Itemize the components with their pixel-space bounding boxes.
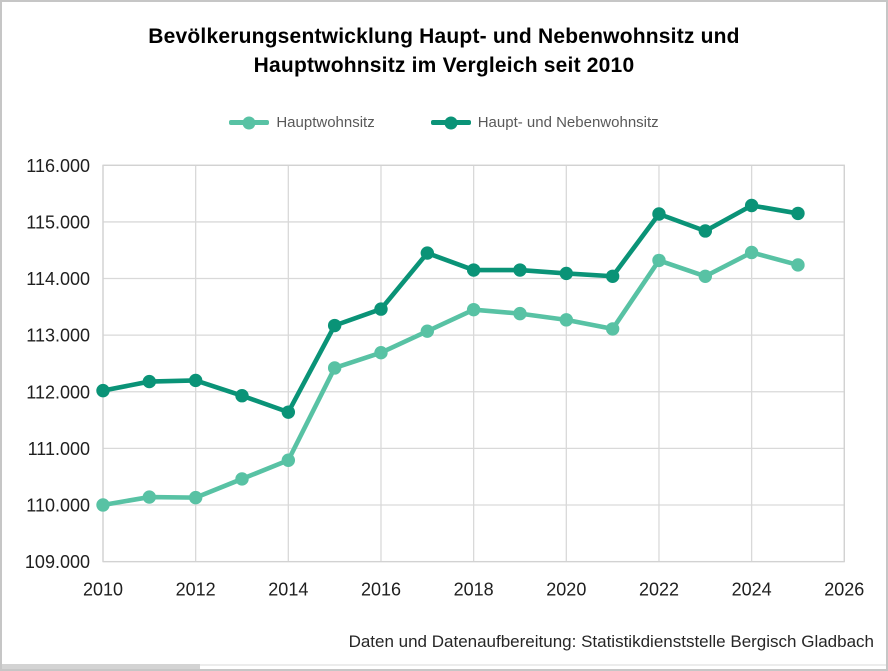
data-point-hauptwohnsitz-2014	[281, 453, 296, 467]
data-point-haupt-und-nebenwohnsitz-2018	[466, 263, 481, 277]
x-axis-tick-label: 2018	[454, 580, 494, 600]
y-axis-tick-label: 114.000	[26, 269, 90, 289]
data-point-haupt-und-nebenwohnsitz-2023	[698, 224, 713, 238]
legend-label-haupt-und-nebenwohnsitz: Haupt- und Nebenwohnsitz	[477, 114, 659, 131]
legend: Hauptwohnsitz Haupt- und Nebenwohnsitz	[2, 114, 886, 131]
data-point-haupt-und-nebenwohnsitz-2019	[513, 263, 527, 277]
data-point-haupt-und-nebenwohnsitz-2022	[652, 207, 666, 221]
x-axis-tick-label: 2022	[639, 580, 679, 600]
data-point-haupt-und-nebenwohnsitz-2013	[235, 389, 249, 403]
data-point-hauptwohnsitz-2012	[188, 490, 203, 505]
data-point-hauptwohnsitz-2025	[791, 258, 805, 272]
data-point-haupt-und-nebenwohnsitz-2021	[605, 269, 620, 283]
data-point-hauptwohnsitz-2021	[605, 322, 620, 336]
data-point-haupt-und-nebenwohnsitz-2011	[142, 374, 157, 389]
x-axis-tick-label: 2010	[83, 580, 123, 600]
x-axis-tick-label: 2026	[824, 580, 864, 600]
y-axis-tick-label: 110.000	[26, 495, 90, 515]
bottom-edge-line	[200, 664, 886, 666]
data-point-haupt-und-nebenwohnsitz-2025	[791, 206, 805, 221]
data-point-haupt-und-nebenwohnsitz-2024	[744, 198, 759, 213]
y-axis-tick-label: 116.000	[26, 156, 90, 176]
series-line-hauptwohnsitz	[100, 250, 801, 508]
bottom-edge-scroll-artifact	[2, 664, 200, 669]
y-axis-tick-label: 109.000	[25, 552, 90, 572]
chart-canvas: 109.000 110.000 111.000 112.000 113.000 114.0…	[25, 156, 864, 600]
legend-item-hauptwohnsitz: Hauptwohnsitz	[229, 114, 375, 131]
legend-marker-haupt-und-nebenwohnsitz-icon	[430, 116, 471, 129]
data-point-haupt-und-nebenwohnsitz-2017	[420, 246, 435, 260]
x-axis-tick-label: 2014	[268, 580, 308, 600]
data-point-hauptwohnsitz-2015	[327, 361, 342, 375]
y-axis-tick-label: 115.000	[26, 212, 90, 232]
y-axis-tick-label: 113.000	[26, 326, 90, 346]
x-axis-tick-label: 2016	[361, 580, 401, 600]
footer-credit: Daten und Datenaufbereitung: Statistikdi…	[348, 632, 874, 651]
plot-border	[102, 164, 845, 563]
chart-title-line1: Bevölkerungsentwicklung Haupt- und Neben…	[148, 25, 740, 48]
legend-marker-hauptwohnsitz-icon	[229, 116, 270, 129]
legend-label-hauptwohnsitz: Hauptwohnsitz	[276, 114, 375, 131]
series-line-haupt-und-nebenwohnsitz	[100, 203, 801, 415]
legend-item-haupt-und-nebenwohnsitz: Haupt- und Nebenwohnsitz	[430, 114, 659, 131]
chart-title: Bevölkerungsentwicklung Haupt- und Neben…	[2, 22, 886, 80]
data-point-hauptwohnsitz-2010	[96, 498, 110, 512]
data-point-hauptwohnsitz-2022	[652, 253, 666, 268]
x-axis-tick-label: 2024	[732, 580, 772, 600]
data-point-hauptwohnsitz-2023	[698, 269, 713, 283]
y-axis-tick-label: 112.000	[26, 382, 90, 402]
data-point-hauptwohnsitz-2017	[420, 324, 435, 338]
data-point-hauptwohnsitz-2016	[374, 345, 388, 360]
chart-title-line2: Hauptwohnsitz im Vergleich seit 2010	[253, 54, 635, 77]
data-point-hauptwohnsitz-2013	[235, 472, 249, 486]
data-point-hauptwohnsitz-2020	[559, 313, 574, 327]
data-point-hauptwohnsitz-2024	[744, 245, 759, 260]
x-axis-tick-label: 2012	[176, 580, 216, 600]
data-point-haupt-und-nebenwohnsitz-2016	[374, 302, 388, 316]
data-point-hauptwohnsitz-2019	[513, 306, 527, 321]
data-point-haupt-und-nebenwohnsitz-2010	[96, 383, 110, 398]
data-point-haupt-und-nebenwohnsitz-2015	[327, 318, 342, 333]
data-point-hauptwohnsitz-2018	[466, 302, 481, 317]
data-point-hauptwohnsitz-2011	[142, 490, 157, 504]
data-point-haupt-und-nebenwohnsitz-2014	[281, 405, 296, 419]
data-point-haupt-und-nebenwohnsitz-2012	[188, 373, 203, 388]
x-axis-tick-label: 2020	[546, 580, 586, 600]
data-point-haupt-und-nebenwohnsitz-2020	[559, 266, 574, 281]
y-axis-tick-label: 111.000	[28, 439, 90, 459]
